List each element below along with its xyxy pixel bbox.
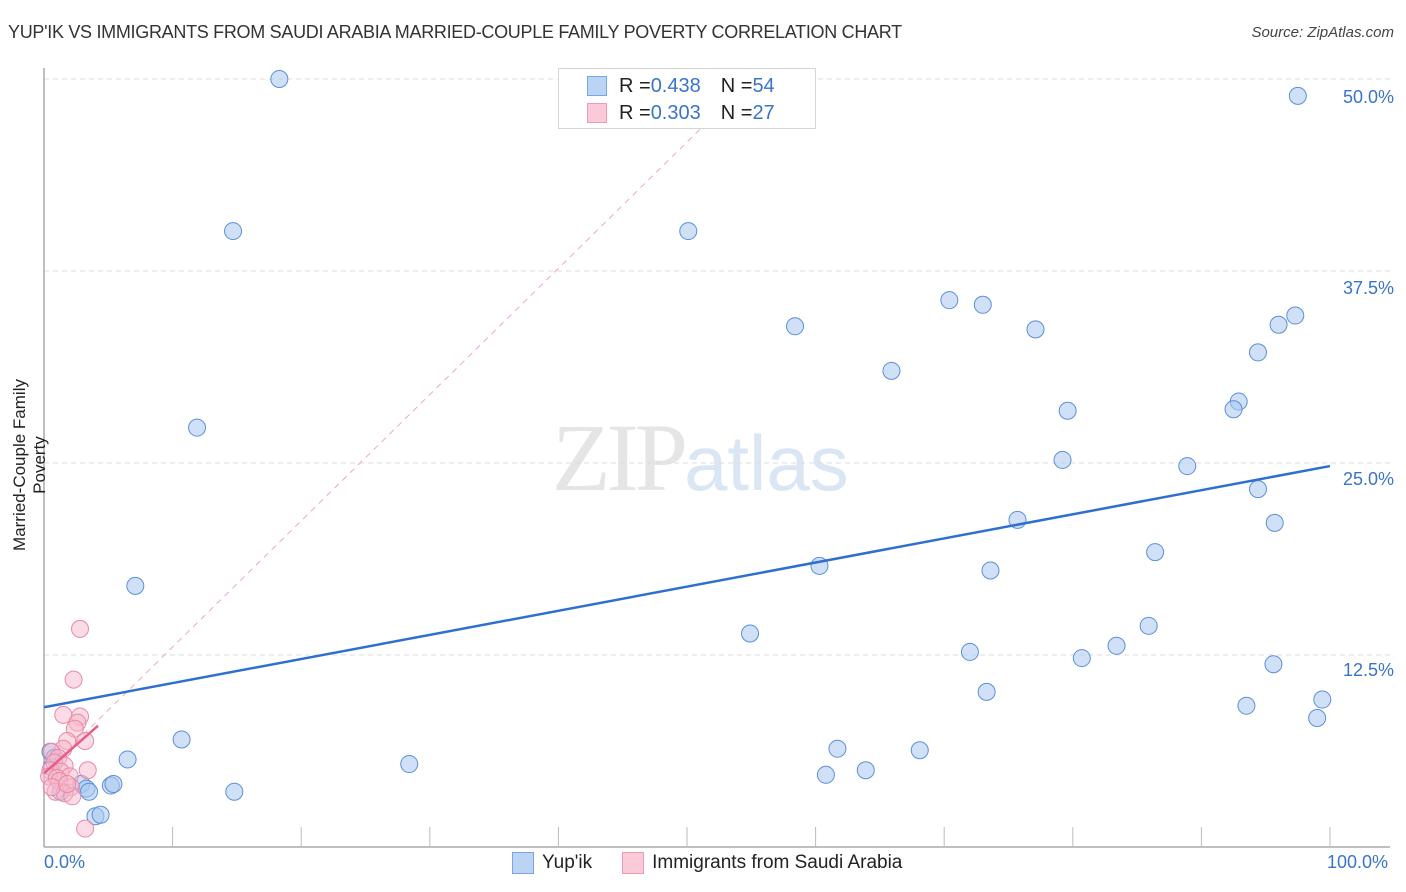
saudi-point [71,619,90,638]
yupik-point [1107,636,1126,655]
yupik-point [1072,649,1091,668]
yupik-point [1286,306,1305,325]
yupik-swatch [587,76,607,96]
saudi-swatch [622,852,645,874]
n-value: 54 [752,74,775,97]
yupik-point [973,295,992,314]
yupik-point [80,782,99,801]
yupik-point [400,755,419,774]
yupik-point [786,317,805,336]
yupik-point [816,765,835,784]
r-value: 0.303 [650,101,701,124]
series-legend: Yup'ik Immigrants from Saudi Arabia [512,852,932,874]
chart-title: YUP'IK VS IMMIGRANTS FROM SAUDI ARABIA M… [8,22,902,42]
yupik-point [977,682,996,701]
legend-item-yupik[interactable]: Yup'ik [512,852,592,874]
x-tick-100: 100.0% [1327,852,1389,872]
yupik-point [1053,450,1072,469]
n-label: N = [720,74,753,97]
legend-row-yupik: R = 0.438 N = 54 [587,74,775,98]
saudi-point [64,670,83,689]
correlation-legend: R = 0.438 N = 54 R = 0.303 N = 27 [558,68,816,129]
yupik-point [741,624,760,643]
yupik-point [1269,315,1288,334]
yupik-point [1248,480,1267,499]
yupik-point [1146,543,1165,562]
yupik-point [940,291,959,310]
saudi-point [78,761,97,780]
yupik-point [104,775,123,794]
y-tick-50: 50.0% [1342,87,1394,107]
n-value: 27 [752,101,775,124]
r-label: R = [619,101,651,124]
yupik-point [1026,320,1045,339]
yupik-point [270,70,289,88]
legend-item-saudi[interactable]: Immigrants from Saudi Arabia [622,852,902,874]
yupik-swatch [512,852,534,874]
legend-row-saudi: R = 0.303 N = 27 [587,101,775,125]
yupik-point [118,750,137,769]
yupik-point [225,782,244,801]
yupik-trend-line [43,464,1331,709]
y-axis-label: Married-Couple Family Poverty [10,379,49,551]
yupik-point [172,730,191,749]
saudi-trend-line [43,724,99,775]
yupik-point [1058,401,1077,420]
r-label: R = [619,74,651,97]
yupik-point [981,561,1000,580]
yupik-point [1288,86,1307,105]
source-label: Source: ZipAtlas.com [1251,24,1394,41]
r-value: 0.438 [650,74,701,97]
yupik-point [1178,457,1197,476]
yupik-point [856,761,875,780]
saudi-point [76,732,95,751]
yupik-point [1224,400,1243,419]
yupik-point [1248,343,1267,362]
yupik-point [1139,616,1158,635]
yupik-point [1265,513,1284,532]
yupik-point [1313,690,1332,709]
legend-label: Immigrants from Saudi Arabia [652,852,903,873]
yupik-point [1264,655,1283,674]
yupik-point [828,739,847,758]
legend-label: Yup'ik [542,852,593,873]
y-tick-37-5: 37.5% [1342,278,1394,298]
saudi-point [42,778,61,797]
watermark-zip: ZIP [552,404,688,511]
saudi-trend-extension [43,78,752,774]
yupik-point [882,361,901,380]
yupik-point [1237,696,1256,715]
saudi-point [76,819,95,838]
x-tick-0: 0.0% [44,852,86,872]
yupik-point [679,222,698,241]
yupik-point [910,741,929,760]
saudi-swatch [587,103,607,123]
saudi-point [58,775,77,794]
yupik-point [1308,708,1327,727]
yupik-point [126,576,145,595]
y-tick-25: 25.0% [1342,469,1394,489]
yupik-point [188,418,207,437]
yupik-point [224,222,243,241]
y-tick-12-5: 12.5% [1342,660,1394,680]
yupik-point [91,805,110,824]
n-label: N = [720,101,753,124]
yupik-point [960,642,979,661]
